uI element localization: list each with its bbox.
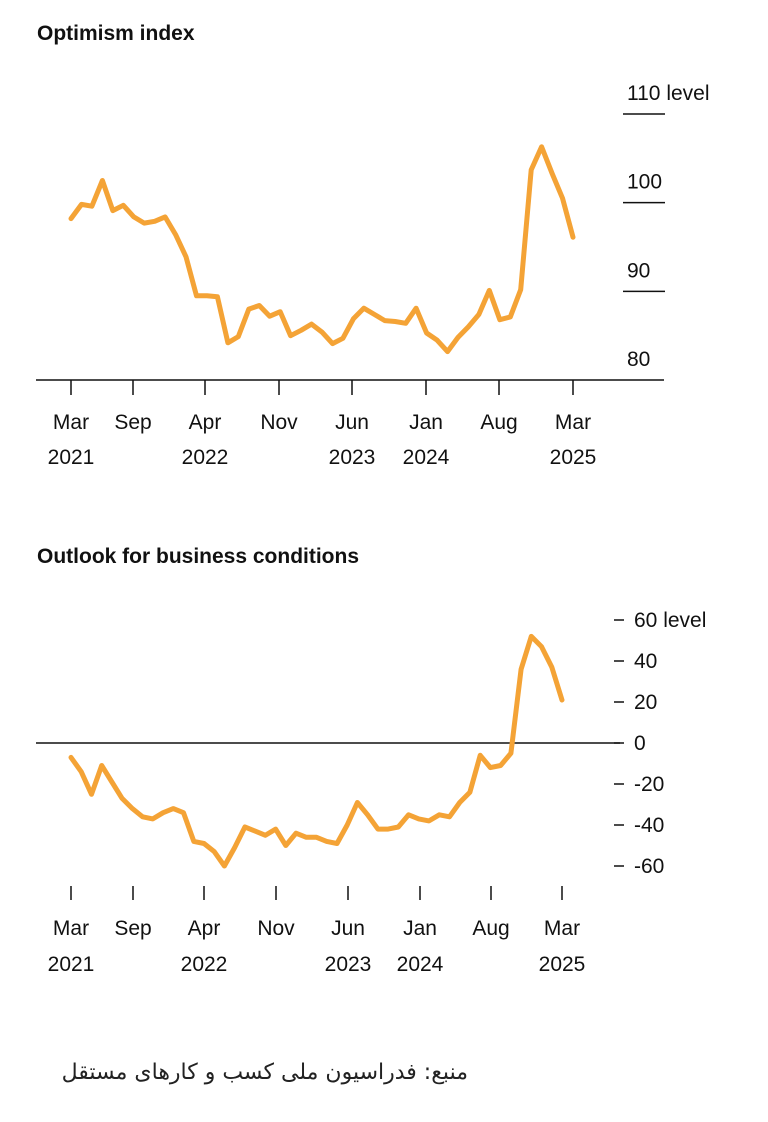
y-tick-label: 110 level: [627, 82, 710, 105]
x-tick-label: Mar: [53, 411, 89, 434]
y-tick-label: 80: [627, 348, 650, 371]
x-tick-label: Mar: [53, 917, 89, 940]
optimism-chart: 80 90 100 110 level Mar 2021 Sep Apr 2022 Nov Jun 2…: [36, 82, 710, 469]
y-tick-label: 60 level: [634, 609, 706, 632]
x-tick-label: Aug: [472, 917, 509, 940]
x-tick-label: Nov: [257, 917, 295, 940]
x-tick-label: Sep: [114, 411, 151, 434]
x-tick-label: Mar: [555, 411, 591, 434]
chart-title-outlook: Outlook for business conditions: [37, 545, 360, 568]
y-tick-label: -60: [634, 855, 664, 878]
x-tick-year-label: 2025: [550, 446, 597, 469]
x-tick-label: Apr: [189, 411, 222, 434]
x-tick-year-label: 2023: [329, 446, 376, 469]
y-tick-label: -40: [634, 814, 664, 837]
chart-title-optimism: Optimism index: [37, 22, 195, 45]
x-tick-year-label: 2025: [539, 953, 586, 976]
x-tick-year-label: 2022: [181, 953, 228, 976]
y-tick-label: -20: [634, 773, 664, 796]
x-tick-label: Nov: [260, 411, 298, 434]
y-tick-label: 90: [627, 259, 650, 282]
x-tick-label: Jan: [403, 917, 437, 940]
x-tick-label: Sep: [114, 917, 151, 940]
series-line: [68, 633, 565, 869]
y-tick-label: 100: [627, 171, 662, 194]
x-tick-year-label: 2022: [182, 446, 229, 469]
x-tick-year-label: 2023: [325, 953, 372, 976]
source-note: منبع: فدراسیون ملی کسب و کارهای مستقل: [61, 1060, 468, 1085]
y-tick-label: 40: [634, 650, 657, 673]
x-tick-label: Aug: [480, 411, 517, 434]
y-tick-label: 20: [634, 691, 657, 714]
x-tick-year-label: 2024: [397, 953, 444, 976]
y-tick-label: 0: [634, 732, 646, 755]
x-tick-label: Jan: [409, 411, 443, 434]
x-tick-year-label: 2024: [403, 446, 450, 469]
x-tick-label: Jun: [335, 411, 369, 434]
x-tick-year-label: 2021: [48, 446, 95, 469]
x-tick-label: Mar: [544, 917, 580, 940]
x-tick-label: Jun: [331, 917, 365, 940]
outlook-chart: -60 -40 -20 0 20 40 60 level Mar 2021 Sep Apr 2022 N…: [36, 609, 706, 976]
x-tick-year-label: 2021: [48, 953, 95, 976]
x-tick-label: Apr: [188, 917, 221, 940]
